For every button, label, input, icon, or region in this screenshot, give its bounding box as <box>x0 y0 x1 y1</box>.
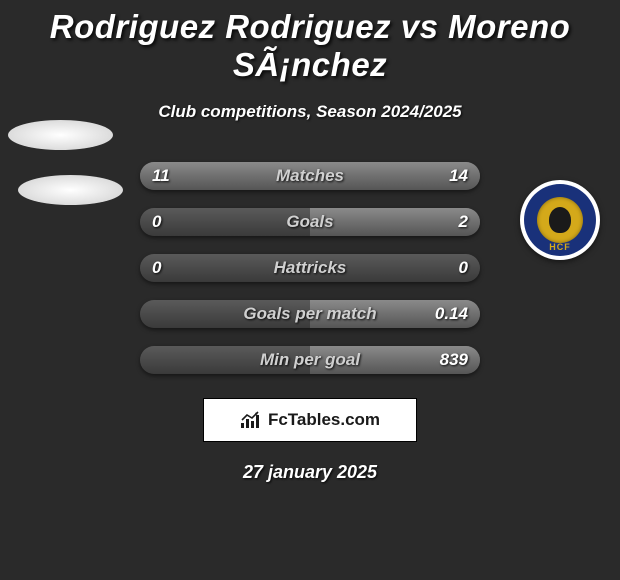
stats-container: 11 Matches 14 0 Goals 2 0 Hattricks 0 Goals per m… <box>140 162 480 374</box>
stat-value-right: 839 <box>440 350 468 370</box>
player-badge-left-2 <box>18 175 123 205</box>
stat-fill-right <box>310 208 480 236</box>
subtitle: Club competitions, Season 2024/2025 <box>0 102 620 122</box>
stat-row: 11 Matches 14 <box>140 162 480 190</box>
stat-label: Hattricks <box>274 258 347 278</box>
stat-value-right: 14 <box>449 166 468 186</box>
stat-label: Min per goal <box>260 350 360 370</box>
stat-label: Goals per match <box>243 304 376 324</box>
stat-value-right: 0.14 <box>435 304 468 324</box>
brand-box[interactable]: FcTables.com <box>203 398 417 442</box>
badge-silhouette <box>549 207 571 233</box>
brand-text: FcTables.com <box>268 410 380 430</box>
badge-outer-ring: HCF <box>520 180 600 260</box>
stat-row: Goals per match 0.14 <box>140 300 480 328</box>
stat-row: 0 Hattricks 0 <box>140 254 480 282</box>
stat-value-left: 0 <box>152 258 161 278</box>
club-badge-right: HCF <box>520 180 600 260</box>
page-title: Rodriguez Rodriguez vs Moreno SÃ¡nchez <box>0 0 620 84</box>
date-label: 27 january 2025 <box>0 462 620 483</box>
stat-row: 0 Goals 2 <box>140 208 480 236</box>
brand-chart-icon <box>240 411 262 429</box>
stat-label: Goals <box>286 212 333 232</box>
stat-label: Matches <box>276 166 344 186</box>
badge-gold-center <box>537 197 583 243</box>
stat-value-right: 0 <box>459 258 468 278</box>
stat-row: Min per goal 839 <box>140 346 480 374</box>
badge-blue-ring: HCF <box>524 184 596 256</box>
stat-value-left: 11 <box>152 166 170 186</box>
badge-letters: HCF <box>549 242 571 252</box>
stat-value-left: 0 <box>152 212 161 232</box>
player-badge-left-1 <box>8 120 113 150</box>
stat-value-right: 2 <box>459 212 468 232</box>
